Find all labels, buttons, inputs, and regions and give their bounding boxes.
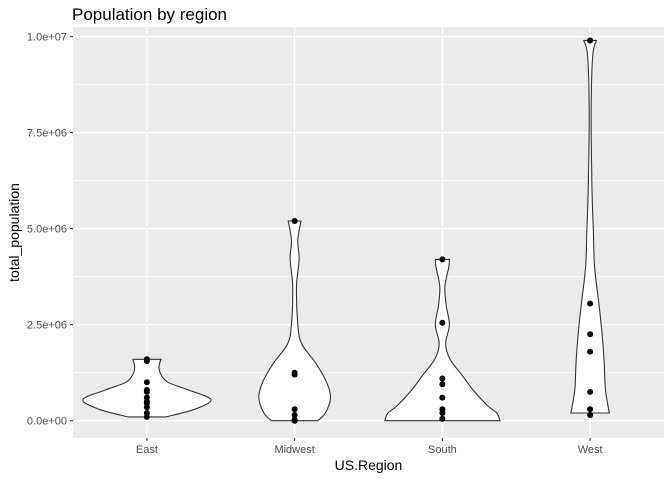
data-point-south — [439, 415, 446, 422]
data-point-south — [439, 319, 446, 326]
data-point-midwest — [291, 417, 298, 424]
data-point-south — [439, 394, 446, 401]
x-tick-label-west: West — [578, 444, 603, 456]
data-point-west — [587, 348, 594, 355]
data-point-east — [143, 413, 150, 420]
data-point-midwest — [291, 217, 298, 224]
x-tick-label-east: East — [136, 444, 158, 456]
data-point-west — [587, 406, 594, 413]
data-point-west — [587, 388, 594, 395]
data-point-south — [439, 375, 446, 382]
data-point-east — [143, 379, 150, 386]
x-axis-title: US.Region — [335, 457, 403, 473]
data-point-midwest — [291, 406, 298, 413]
violin-midwest — [258, 220, 332, 422]
data-point-east — [143, 358, 150, 365]
data-point-east — [143, 388, 150, 395]
violin-west — [570, 39, 610, 414]
data-point-west — [587, 300, 594, 307]
data-point-midwest — [291, 411, 298, 418]
data-point-south — [439, 256, 446, 263]
y-tick-label: 7.5e+06 — [27, 128, 67, 140]
data-point-east — [143, 404, 150, 411]
data-point-south — [439, 410, 446, 417]
y-tick-label: 0.0e+00 — [27, 416, 67, 428]
y-tick-label: 2.5e+06 — [27, 320, 67, 332]
data-point-west — [587, 411, 594, 418]
grid-minor — [73, 84, 664, 374]
y-axis-title: total_population — [6, 183, 22, 282]
x-tick-label-south: South — [428, 444, 457, 456]
violin-south — [383, 258, 501, 422]
x-tick-label-midwest: Midwest — [274, 444, 314, 456]
plot-panel — [73, 27, 664, 438]
y-axis: 0.0e+00 2.5e+06 5.0e+06 7.5e+06 1.0e+07 — [27, 32, 73, 428]
data-point-midwest — [291, 371, 298, 378]
data-points — [143, 37, 594, 424]
data-point-south — [439, 381, 446, 388]
chart-title: Population by region — [72, 5, 227, 24]
data-point-west — [587, 37, 594, 44]
violins — [82, 39, 610, 422]
x-axis: East Midwest South West — [136, 438, 603, 456]
y-tick-label: 5.0e+06 — [27, 224, 67, 236]
data-point-west — [587, 331, 594, 338]
y-tick-label: 1.0e+07 — [27, 32, 67, 44]
